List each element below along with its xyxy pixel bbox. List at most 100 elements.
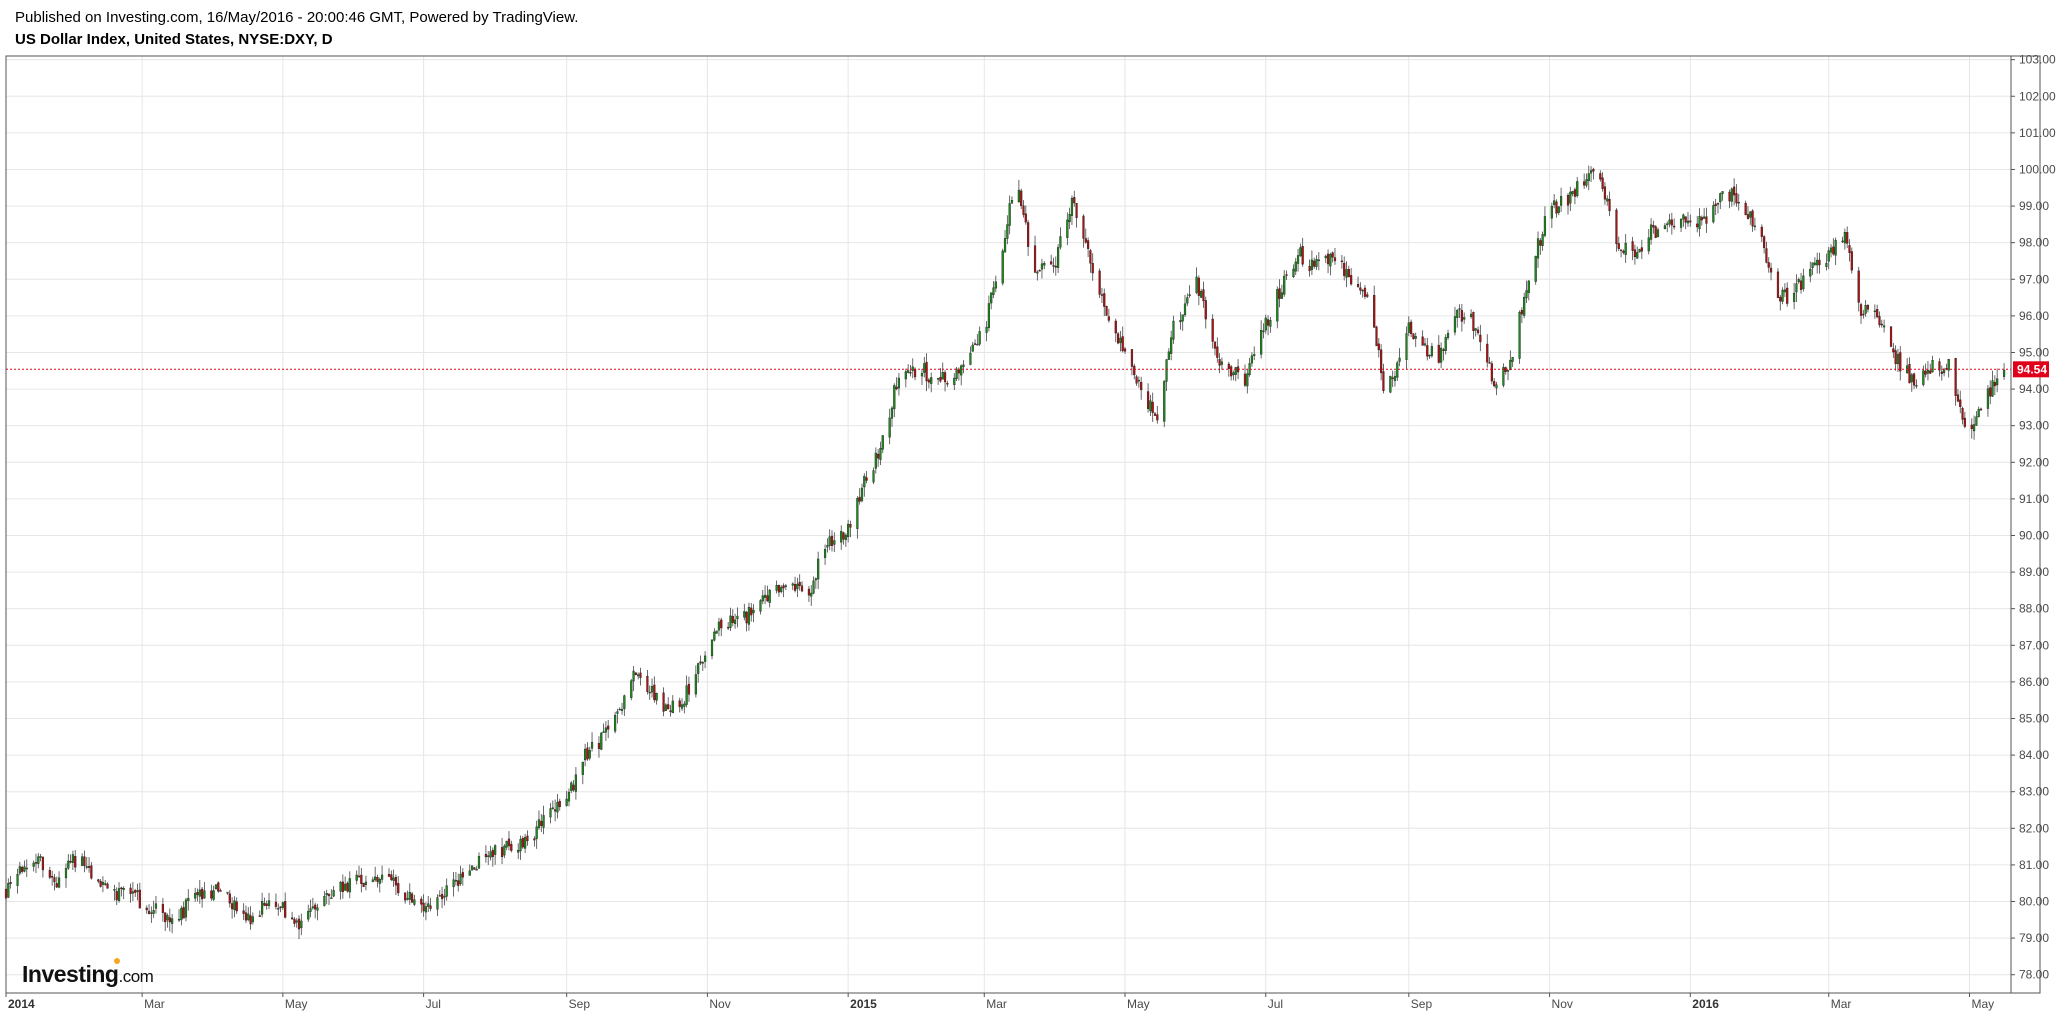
y-tick-label: 97.00 <box>2019 272 2049 286</box>
candle-body <box>634 672 637 675</box>
candle-body <box>1038 270 1041 272</box>
candle-body <box>807 588 811 596</box>
candle-body <box>436 897 439 910</box>
candle-body <box>1956 394 1960 402</box>
candle-body <box>1663 225 1667 230</box>
candle-body <box>1746 214 1750 219</box>
candle-body <box>1100 294 1104 296</box>
candle-body <box>1816 259 1819 266</box>
x-tick-label: Nov <box>709 997 730 1011</box>
candle-body <box>152 910 155 914</box>
candle-body <box>1089 250 1092 264</box>
candle-body <box>362 883 365 887</box>
candle-body <box>1373 295 1376 328</box>
candle-body <box>1423 343 1427 346</box>
candle-body <box>1859 304 1863 316</box>
candle-body <box>1010 200 1014 204</box>
candle-body <box>1264 317 1267 331</box>
x-tick-label: Sep <box>1411 997 1433 1011</box>
x-tick-label: Jul <box>1268 997 1283 1011</box>
candle-body <box>1679 218 1683 228</box>
candle-body <box>39 856 42 858</box>
candle-body <box>777 584 781 593</box>
candle-body <box>1846 232 1849 244</box>
x-tick-label: May <box>1971 997 1994 1011</box>
candle-body <box>920 372 924 377</box>
candle-body <box>1649 224 1653 240</box>
y-tick-label: 78.00 <box>2019 968 2049 982</box>
candle-body <box>584 748 587 761</box>
candle-body <box>720 619 723 629</box>
candle-body <box>925 361 928 382</box>
candle-body <box>420 898 423 905</box>
candle-body <box>1986 388 1990 409</box>
candle-body <box>946 383 949 385</box>
candle-body <box>171 918 174 924</box>
candle-body <box>346 882 349 892</box>
symbol-title: US Dollar Index, United States, NYSE:DXY… <box>15 31 333 48</box>
candle-body <box>1624 242 1627 255</box>
candle-body <box>1070 198 1074 216</box>
candle-body <box>295 920 298 923</box>
candle-body <box>55 883 58 888</box>
candle-body <box>327 893 331 897</box>
candle-body <box>1059 236 1062 248</box>
candle-body <box>394 876 398 886</box>
candle-body <box>1719 193 1722 203</box>
candle-body <box>397 883 400 894</box>
candle-body <box>83 856 86 867</box>
candle-body <box>1769 267 1773 273</box>
candle-body <box>923 363 926 373</box>
candle-body <box>1280 292 1284 299</box>
candle-body <box>1751 210 1754 227</box>
candle-body <box>1633 249 1637 258</box>
candle-body <box>1428 354 1431 357</box>
candle-body <box>1022 205 1025 215</box>
candle-body <box>535 826 538 839</box>
candle-body <box>1183 303 1187 316</box>
candle-body <box>244 912 248 921</box>
candle-body <box>1878 316 1881 326</box>
candle-body <box>1714 203 1717 207</box>
candle-body <box>833 540 836 545</box>
candle-body <box>1703 216 1706 219</box>
candle-body <box>1114 320 1117 334</box>
candle-body <box>1793 293 1796 302</box>
candle-body <box>422 902 425 912</box>
candle-body <box>745 611 748 624</box>
candle-body <box>277 908 280 910</box>
candle-body <box>154 903 158 909</box>
candle-body <box>1647 237 1650 252</box>
candle-body <box>655 693 658 701</box>
candle-body <box>1786 287 1789 304</box>
candle-body <box>927 379 930 383</box>
candle-body <box>1324 255 1327 259</box>
candle-body <box>1486 343 1489 363</box>
candle-body <box>1908 364 1911 384</box>
investing-logo: Investing.com <box>22 958 154 988</box>
candle-body <box>727 626 730 629</box>
candle-body <box>537 819 541 828</box>
candle-body <box>895 386 898 390</box>
candle-body <box>710 639 714 657</box>
candle-body <box>1407 322 1410 333</box>
y-tick-label: 103.00 <box>2019 53 2056 67</box>
candle-body <box>1260 330 1263 355</box>
candle-body <box>1520 310 1523 315</box>
candle-body <box>1017 189 1020 203</box>
candle-body <box>2002 369 2006 377</box>
candle-body <box>1652 225 1655 228</box>
candle-body <box>1555 201 1558 214</box>
candle-body <box>687 683 691 695</box>
candle-body <box>572 784 575 791</box>
candle-body <box>1942 369 1946 374</box>
candle-body <box>1116 333 1120 344</box>
candle-body <box>1502 367 1505 386</box>
candle-body <box>766 595 769 602</box>
candle-body <box>581 761 584 775</box>
y-tick-label: 88.00 <box>2019 602 2049 616</box>
candle-body <box>1539 240 1542 246</box>
candle-body <box>570 782 573 791</box>
candle-body <box>1230 366 1233 377</box>
